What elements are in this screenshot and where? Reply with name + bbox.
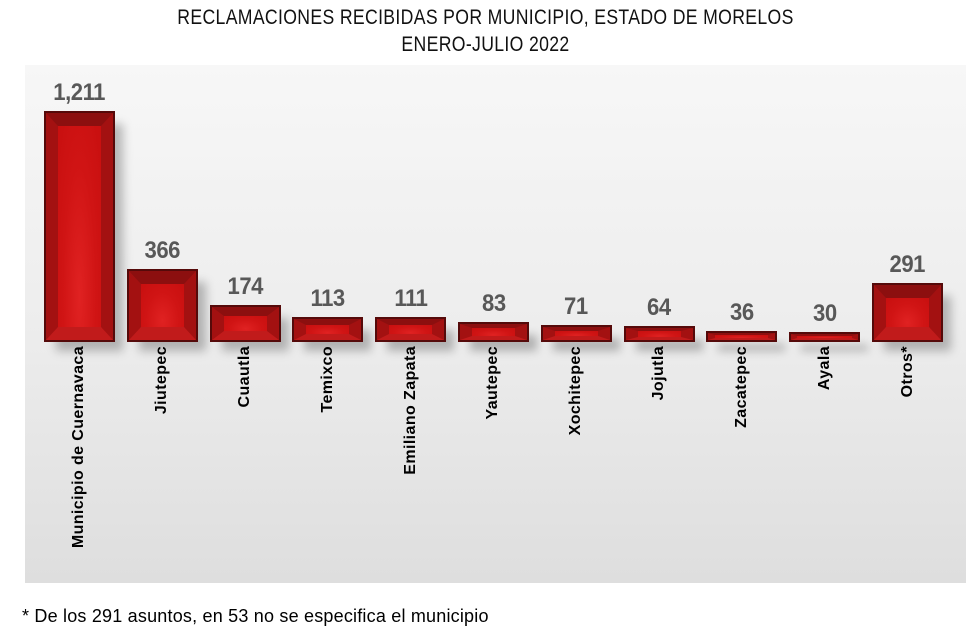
bar (791, 334, 859, 340)
chart-title-line1: RECLAMACIONES RECIBIDAS POR MUNICIPIO, E… (177, 6, 794, 29)
bar (377, 319, 445, 340)
bar-cell: 113 (286, 65, 369, 340)
value-label: 71 (564, 293, 589, 320)
value-label: 111 (394, 285, 428, 312)
category-label: Xochitepec (567, 346, 585, 436)
category-label: Municipio de Cuernavaca (70, 346, 88, 549)
category-label-cell: Otros* (866, 340, 949, 583)
category-label: Otros* (898, 346, 916, 398)
value-label: 36 (730, 299, 754, 326)
bar-cell: 64 (618, 65, 701, 340)
bar-cell: 1,211 (38, 65, 121, 340)
plot-area: 1,211 366 174 113 111 83 71 64 36 30 291 Municipio… (25, 65, 966, 583)
category-label: Yautepec (484, 346, 502, 420)
value-label: 174 (227, 273, 263, 300)
bar (128, 271, 196, 340)
category-label-cell: Ayala (783, 340, 866, 583)
category-label-cell: Temixco (286, 340, 369, 583)
category-label: Temixco (318, 346, 336, 413)
bar (294, 319, 362, 340)
footnote: * De los 291 asuntos, en 53 no se especi… (22, 606, 489, 626)
bar-cell: 291 (866, 65, 949, 340)
bar-cell: 71 (535, 65, 618, 340)
category-label: Emiliano Zapata (401, 346, 419, 475)
chart-title: RECLAMACIONES RECIBIDAS POR MUNICIPIO, E… (0, 4, 971, 58)
category-label-cell: Xochitepec (535, 340, 618, 583)
bar (45, 113, 113, 340)
category-label-cell: Yautepec (452, 340, 535, 583)
bar-cell: 111 (369, 65, 452, 340)
bar (542, 327, 610, 340)
bar-cell: 83 (452, 65, 535, 340)
value-label: 366 (144, 237, 180, 264)
bar-cell: 30 (783, 65, 866, 340)
category-label-cell: Zacatepec (701, 340, 784, 583)
bar (459, 324, 527, 340)
bar (874, 285, 942, 340)
value-label: 30 (812, 300, 837, 327)
category-label: Cuautla (236, 346, 254, 408)
value-label: 1,211 (53, 79, 106, 106)
bar (211, 307, 279, 340)
bars-row: 1,211 366 174 113 111 83 71 64 36 30 291 (25, 65, 966, 340)
value-label: 83 (481, 290, 506, 317)
category-label-cell: Municipio de Cuernavaca (38, 340, 121, 583)
value-label: 113 (310, 285, 346, 312)
category-axis: Municipio de Cuernavaca Jiutepec Cuautla Te… (25, 340, 966, 583)
value-label: 291 (889, 251, 926, 278)
category-label-cell: Jojutla (618, 340, 701, 583)
category-label: Jojutla (650, 346, 668, 401)
category-label: Jiutepec (153, 346, 171, 415)
value-label: 64 (647, 294, 671, 321)
category-label: Zacatepec (732, 346, 750, 428)
bar-cell: 366 (121, 65, 204, 340)
bar-cell: 174 (204, 65, 287, 340)
bar (625, 328, 693, 340)
category-label-cell: Cuautla (204, 340, 287, 583)
chart-title-line2: ENERO-JULIO 2022 (401, 33, 570, 56)
category-label: Ayala (815, 346, 833, 391)
category-label-cell: Jiutepec (121, 340, 204, 583)
category-label-cell: Emiliano Zapata (369, 340, 452, 583)
bar (708, 333, 776, 340)
bar-cell: 36 (701, 65, 784, 340)
